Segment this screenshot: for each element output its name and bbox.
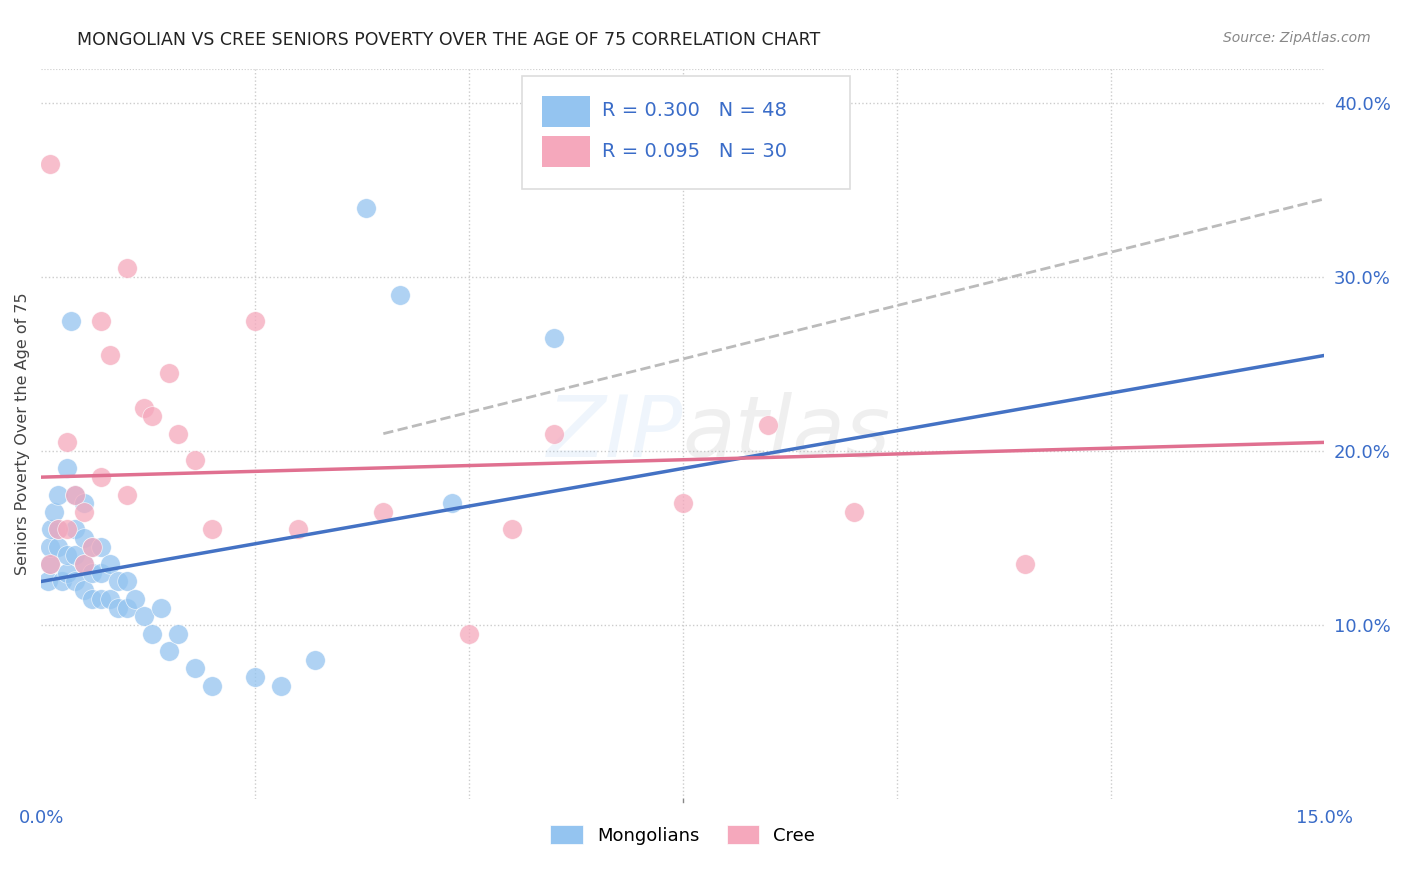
Point: [46, 522, 69, 536]
Point: [1014, 557, 1036, 571]
Point: [107, 574, 129, 589]
Point: [184, 661, 207, 675]
Point: [98, 557, 121, 571]
Point: [243, 670, 266, 684]
Point: [373, 505, 395, 519]
Point: [543, 331, 565, 345]
Point: [115, 487, 138, 501]
Point: [73, 583, 96, 598]
Point: [90, 313, 112, 327]
Point: [46, 487, 69, 501]
Point: [672, 496, 695, 510]
Point: [55, 522, 77, 536]
Point: [270, 679, 292, 693]
Point: [243, 313, 266, 327]
Point: [141, 626, 163, 640]
Point: [159, 644, 181, 658]
Point: [389, 287, 412, 301]
Point: [65, 487, 87, 501]
Point: [304, 653, 326, 667]
Point: [38, 557, 60, 571]
Text: ZIP: ZIP: [547, 392, 683, 475]
Point: [141, 409, 163, 424]
Point: [46, 522, 69, 536]
Point: [440, 496, 463, 510]
Point: [201, 522, 224, 536]
Point: [37, 574, 59, 589]
Point: [354, 201, 377, 215]
Point: [457, 626, 479, 640]
Point: [65, 574, 87, 589]
Point: [159, 366, 181, 380]
Text: R = 0.300   N = 48: R = 0.300 N = 48: [602, 102, 787, 120]
Legend: Mongolians, Cree: Mongolians, Cree: [550, 825, 815, 845]
Point: [90, 566, 112, 580]
Point: [149, 600, 172, 615]
Y-axis label: Seniors Poverty Over the Age of 75: Seniors Poverty Over the Age of 75: [15, 293, 30, 575]
Point: [287, 522, 309, 536]
Point: [65, 549, 87, 563]
Point: [82, 591, 104, 606]
Point: [107, 600, 129, 615]
Point: [98, 591, 121, 606]
Point: [73, 557, 96, 571]
Point: [124, 591, 146, 606]
Point: [55, 549, 77, 563]
Point: [65, 522, 87, 536]
Point: [38, 557, 60, 571]
Point: [132, 401, 155, 415]
Point: [115, 600, 138, 615]
Point: [42, 505, 65, 519]
Point: [60, 313, 83, 327]
Point: [38, 157, 60, 171]
Point: [55, 435, 77, 450]
Point: [543, 426, 565, 441]
Point: [90, 470, 112, 484]
Point: [90, 540, 112, 554]
Point: [73, 496, 96, 510]
Text: MONGOLIAN VS CREE SENIORS POVERTY OVER THE AGE OF 75 CORRELATION CHART: MONGOLIAN VS CREE SENIORS POVERTY OVER T…: [77, 31, 821, 49]
Text: atlas: atlas: [683, 392, 891, 475]
FancyBboxPatch shape: [523, 76, 849, 189]
Point: [82, 566, 104, 580]
Point: [90, 591, 112, 606]
Point: [82, 540, 104, 554]
Point: [65, 487, 87, 501]
FancyBboxPatch shape: [541, 95, 591, 127]
Point: [73, 505, 96, 519]
Point: [842, 505, 865, 519]
Point: [115, 574, 138, 589]
Point: [115, 261, 138, 276]
Point: [82, 540, 104, 554]
Text: R = 0.095   N = 30: R = 0.095 N = 30: [602, 142, 787, 161]
Point: [46, 540, 69, 554]
Point: [73, 557, 96, 571]
Point: [501, 522, 523, 536]
Point: [98, 348, 121, 362]
Point: [73, 531, 96, 545]
Point: [51, 574, 73, 589]
Point: [184, 452, 207, 467]
Point: [38, 540, 60, 554]
Point: [55, 566, 77, 580]
Text: Source: ZipAtlas.com: Source: ZipAtlas.com: [1223, 31, 1371, 45]
Point: [41, 522, 63, 536]
Point: [132, 609, 155, 624]
Point: [167, 426, 190, 441]
Point: [55, 461, 77, 475]
Point: [756, 417, 779, 432]
FancyBboxPatch shape: [541, 136, 591, 167]
Point: [167, 626, 190, 640]
Point: [201, 679, 224, 693]
